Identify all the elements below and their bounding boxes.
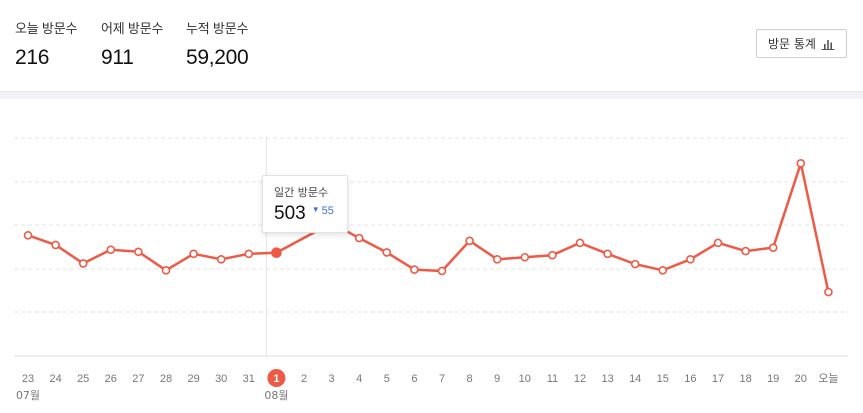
x-tick-label: 29: [187, 373, 199, 385]
month-label: 08월: [264, 389, 288, 402]
data-point[interactable]: [713, 238, 723, 248]
data-point[interactable]: [189, 249, 198, 259]
highlighted-point[interactable]: [271, 247, 282, 259]
data-point[interactable]: [23, 231, 33, 240]
today-visits-label: 오늘 방문수: [15, 21, 78, 36]
x-tick-label: 1: [273, 373, 279, 385]
total-visits: 누적 방문수 59,200: [186, 18, 249, 70]
data-point[interactable]: [741, 246, 750, 256]
x-tick-label: 16: [684, 373, 696, 385]
series-line: [27, 162, 830, 293]
x-tick-label: 30: [215, 373, 227, 385]
x-tick-label: 11: [547, 373, 558, 385]
x-tick-label: 9: [494, 373, 500, 385]
x-tick-label: 12: [574, 373, 586, 385]
data-point[interactable]: [216, 255, 226, 264]
yesterday-visits-label: 어제 방문수: [101, 21, 164, 36]
x-tick-label: 7: [439, 373, 445, 385]
data-point[interactable]: [244, 249, 254, 259]
data-point[interactable]: [465, 236, 474, 246]
today-visits: 오늘 방문수 216: [15, 18, 77, 70]
data-point[interactable]: [658, 265, 668, 275]
data-point[interactable]: [796, 159, 806, 168]
data-point[interactable]: [354, 233, 364, 243]
line-chart: 23 24 25 26 27 28 29 30 31 1 2 3 4 5 6 7 8 9 10 11 12 13 14 15 1…: [14, 137, 848, 402]
x-tick-label: 5: [384, 373, 390, 385]
down-triangle-icon: ▼: [311, 205, 320, 214]
today-visits-value: 216: [15, 46, 50, 69]
total-visits-value: 59,200: [186, 46, 249, 69]
data-point[interactable]: [161, 265, 171, 275]
month-label: 07월: [16, 389, 40, 402]
data-point[interactable]: [437, 266, 447, 276]
section-divider: [0, 91, 863, 99]
yesterday-visits: 어제 방문수 911: [101, 18, 163, 70]
x-tick-label: 4: [356, 373, 362, 385]
x-tick-label: 25: [77, 373, 89, 385]
stats-header: 오늘 방문수 216 어제 방문수 911 누적 방문수 59,200 방문 통…: [0, 0, 863, 92]
data-point[interactable]: [492, 255, 502, 264]
x-tick-label: 오늘: [818, 372, 838, 385]
x-tick-label: 3: [329, 373, 335, 385]
x-tick-label: 17: [712, 373, 724, 385]
x-tick-label: 8: [467, 373, 473, 385]
x-tick-label: 14: [629, 373, 641, 385]
x-tick-label: 28: [160, 373, 172, 385]
yesterday-visits-value: 911: [101, 46, 134, 69]
x-tick-label: 13: [601, 373, 613, 385]
chart-tooltip: 일간 방문수 503 ▼ 55: [262, 175, 348, 233]
data-point[interactable]: [134, 247, 143, 257]
data-point[interactable]: [410, 265, 419, 274]
visit-stats-button-label: 방문 통계: [768, 37, 816, 51]
x-tick-label: 18: [739, 373, 751, 385]
data-point[interactable]: [520, 252, 530, 262]
data-point[interactable]: [382, 248, 392, 257]
x-tick-label: 20: [795, 373, 807, 385]
daily-visits-chart: 23 24 25 26 27 28 29 30 31 1 2 3 4 5 6 7 8 9 10 11 12 13 14 15 1…: [0, 99, 863, 413]
x-tick-label: 31: [243, 373, 255, 385]
data-point[interactable]: [548, 250, 557, 260]
x-tick-label: 23: [22, 373, 34, 385]
tooltip-diff: 55: [321, 205, 334, 217]
x-tick-label: 10: [519, 373, 531, 385]
x-tick-label: 6: [411, 373, 417, 385]
data-point[interactable]: [768, 243, 778, 252]
data-point[interactable]: [630, 259, 640, 269]
total-visits-label: 누적 방문수: [186, 21, 249, 36]
x-tick-label: 2: [301, 373, 307, 385]
x-tick-label: 27: [132, 373, 144, 385]
tooltip-label: 일간 방문수: [274, 186, 329, 199]
data-point[interactable]: [575, 238, 585, 248]
data-point[interactable]: [686, 255, 695, 264]
x-tick-label: 19: [767, 373, 779, 385]
data-point[interactable]: [603, 249, 612, 259]
visit-stats-button[interactable]: 방문 통계: [756, 29, 847, 58]
x-tick-label: 24: [49, 373, 61, 385]
selected-day-badge[interactable]: [267, 369, 286, 387]
x-tick-label: 26: [105, 373, 117, 385]
tooltip-value: 503: [274, 203, 306, 224]
data-point[interactable]: [824, 287, 833, 297]
data-point[interactable]: [106, 245, 116, 255]
data-point[interactable]: [51, 240, 60, 250]
x-tick-label: 15: [657, 373, 669, 385]
bar-chart-icon: [821, 39, 835, 50]
data-point[interactable]: [78, 259, 88, 268]
